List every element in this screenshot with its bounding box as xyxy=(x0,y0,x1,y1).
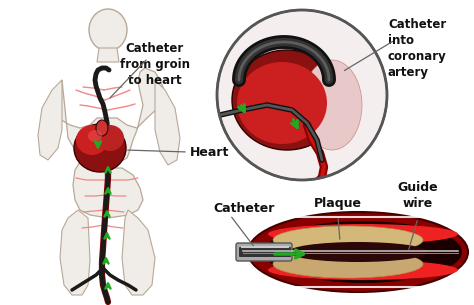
Ellipse shape xyxy=(232,50,342,150)
Ellipse shape xyxy=(76,125,108,155)
Ellipse shape xyxy=(88,130,102,142)
Text: Catheter: Catheter xyxy=(213,202,274,214)
Polygon shape xyxy=(122,210,155,295)
Ellipse shape xyxy=(248,212,468,292)
Text: Catheter
from groin
to heart: Catheter from groin to heart xyxy=(120,42,190,87)
Polygon shape xyxy=(52,68,165,162)
Ellipse shape xyxy=(302,60,362,150)
Polygon shape xyxy=(155,80,180,165)
Text: Plaque: Plaque xyxy=(314,197,362,210)
Ellipse shape xyxy=(268,260,458,280)
Text: Heart: Heart xyxy=(190,145,229,159)
Circle shape xyxy=(217,10,387,180)
Ellipse shape xyxy=(273,250,423,278)
Ellipse shape xyxy=(273,226,423,254)
Ellipse shape xyxy=(96,125,124,151)
Ellipse shape xyxy=(96,120,108,136)
Polygon shape xyxy=(97,48,119,62)
Ellipse shape xyxy=(237,62,327,144)
Ellipse shape xyxy=(288,242,428,262)
Ellipse shape xyxy=(74,124,126,172)
Ellipse shape xyxy=(264,221,462,283)
Text: Catheter
into
coronary
artery: Catheter into coronary artery xyxy=(388,18,447,79)
Ellipse shape xyxy=(268,224,458,244)
Ellipse shape xyxy=(89,9,127,51)
Polygon shape xyxy=(73,162,143,218)
Text: Guide
wire: Guide wire xyxy=(398,181,438,210)
Polygon shape xyxy=(60,210,90,295)
FancyBboxPatch shape xyxy=(239,247,291,257)
Polygon shape xyxy=(38,80,62,160)
FancyBboxPatch shape xyxy=(236,243,292,261)
